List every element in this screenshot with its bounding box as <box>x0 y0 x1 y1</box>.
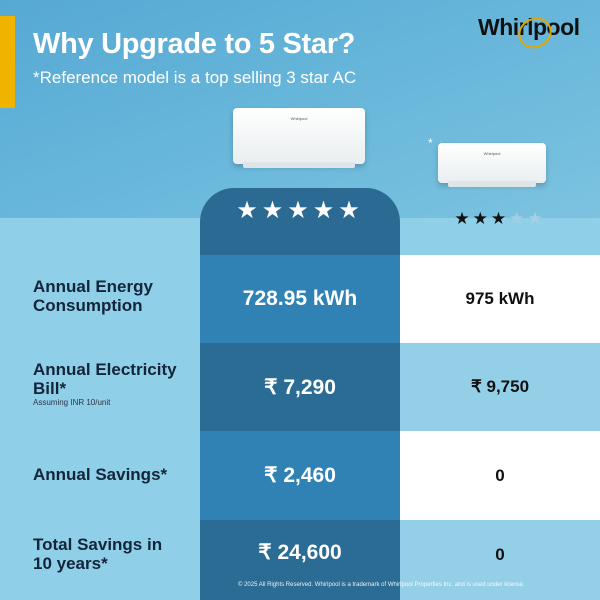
three-star-value: 0 <box>400 431 600 520</box>
row-bill: Annual Electricity Bill* Assuming INR 10/… <box>0 343 600 431</box>
row-note: Assuming INR 10/unit <box>33 398 111 407</box>
five-star-value: ₹ 24,600 <box>200 520 400 600</box>
star-empty-icon: ★★ <box>509 209 546 228</box>
star-filled-icon: ★★★ <box>454 209 510 228</box>
row-total-savings: Total Savings in 10 years* ₹ 24,600 0 <box>0 520 600 600</box>
row-label: Annual Savings* <box>33 465 168 484</box>
five-star-value: 728.95 kWh <box>200 255 400 343</box>
row-energy: Annual Energy Consumption 728.95 kWh 975… <box>0 255 600 343</box>
three-star-ac-image: Whirlpool <box>438 143 546 187</box>
three-star-rating: ★★★★★ <box>400 209 600 229</box>
row-label: Annual Energy Consumption <box>33 277 153 315</box>
three-star-value: 975 kWh <box>400 255 600 343</box>
accent-bar <box>0 16 15 108</box>
three-star-value: 0 <box>400 520 600 600</box>
five-star-value: ₹ 7,290 <box>200 343 400 431</box>
row-label: Annual Electricity Bill* Assuming INR 10/… <box>33 360 183 408</box>
five-star-rating: ★★★★★ <box>236 197 364 224</box>
row-label: Total Savings in 10 years* <box>33 535 163 573</box>
reference-mark: * <box>428 136 433 150</box>
five-star-ac-image: Whirlpool <box>233 108 365 168</box>
copyright-footer: © 2025 All Rights Reserved. Whirlpool is… <box>238 582 525 588</box>
whirlpool-logo: Whirlpool <box>478 14 580 40</box>
five-star-value: ₹ 2,460 <box>200 431 400 520</box>
subtitle: *Reference model is a top selling 3 star… <box>33 68 357 87</box>
row-annual-savings: Annual Savings* ₹ 2,460 0 <box>0 431 600 520</box>
row-label-text: Annual Electricity Bill* <box>33 360 177 398</box>
page-title: Why Upgrade to 5 Star? <box>33 28 356 60</box>
three-star-value: ₹ 9,750 <box>400 343 600 431</box>
